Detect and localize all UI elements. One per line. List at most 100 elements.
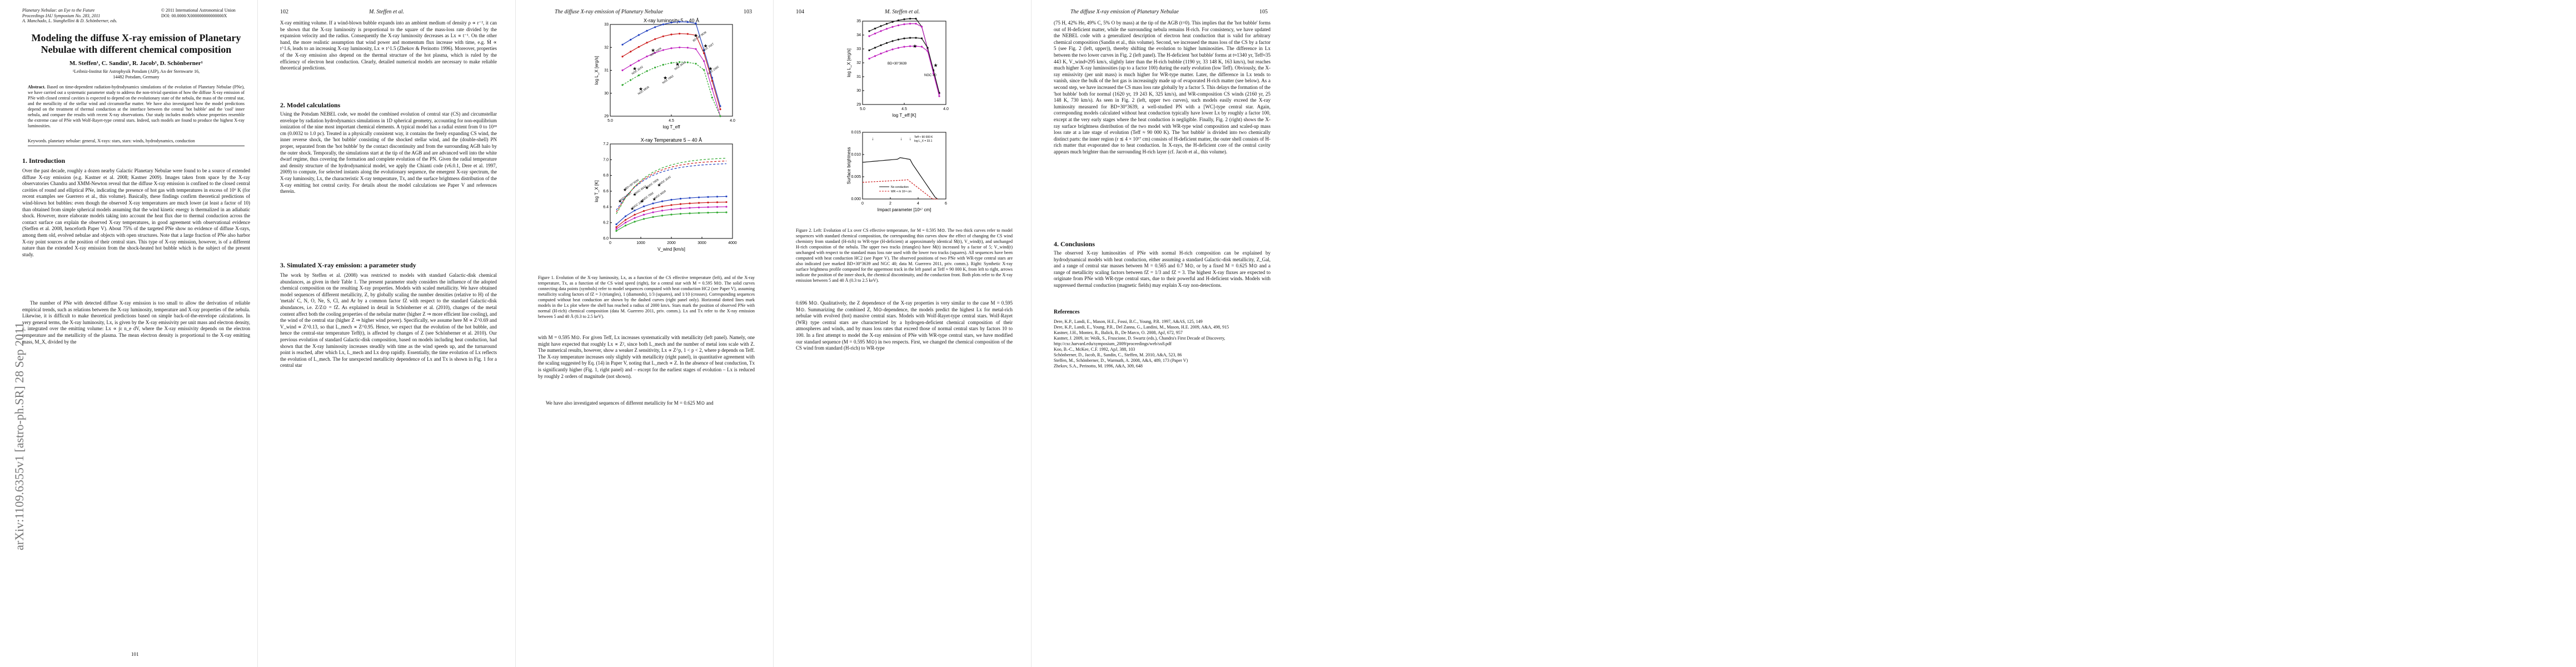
std-track-lower-marker	[891, 48, 894, 51]
plot-frame	[862, 21, 946, 105]
series-line-fz1-10-marker	[642, 218, 645, 220]
x-tick-label: 5.0	[607, 119, 613, 123]
series-line-fz1-10-marker	[716, 211, 719, 213]
series-line-fz1-marker	[697, 202, 700, 204]
page-number: 101	[131, 651, 139, 657]
arxiv-id: arXiv:1109.6355v1 [astro-ph.SR] 28 Sep 2…	[12, 322, 26, 550]
series-line-fz3-marker	[634, 210, 636, 212]
wr-track-lower-marker	[868, 49, 870, 52]
series-line-fz1-10-marker	[637, 74, 640, 77]
observed-pn-star: ★	[640, 198, 644, 203]
series-line-fz3-marker	[624, 215, 627, 217]
y-tick-label: 0.010	[851, 153, 861, 157]
abstract: Abstract. Based on time-dependent radiat…	[28, 84, 245, 129]
y-tick-label: 6.2	[603, 221, 609, 225]
chart-note: log L_X = 33.1	[914, 140, 933, 143]
series-line-fz1-10-marker	[703, 69, 705, 71]
series-line-fz3-marker	[725, 195, 728, 198]
std-track-upper-marker	[903, 23, 905, 26]
page-divider	[1031, 0, 1032, 667]
paper-title: Modeling the diffuse X-ray emission of P…	[31, 32, 241, 55]
wr-track-upper-marker	[915, 18, 917, 20]
series-line-fz1-3-marker	[707, 206, 709, 208]
series-line-fz1-marker	[615, 226, 617, 228]
series-line-fz3-marker	[621, 43, 624, 46]
references-heading: References	[1054, 309, 1080, 315]
series-line-fz1-10-marker	[695, 62, 697, 65]
series-line-fz1-3-marker	[661, 210, 664, 212]
x-tick-label: 0	[861, 202, 864, 206]
y-tick-label: 6.6	[603, 190, 609, 193]
y-tick-label: 31	[856, 75, 861, 79]
series-line-fz3-marker	[716, 196, 719, 198]
page-divider	[257, 0, 258, 667]
observed-pn-star: ★	[645, 186, 649, 191]
wr-track-lower-marker	[897, 38, 900, 41]
std-track-lower-marker	[880, 52, 882, 54]
body-paragraph: with M = 0.595 M⊙. For given Teff, Lx in…	[538, 335, 755, 379]
chart-note: Teff ≈ 90 000 K	[914, 136, 933, 139]
series-line-fz3-marker	[646, 29, 648, 32]
y-axis-label: log T_X [K]	[594, 180, 599, 202]
series-line-fz1-marker	[679, 203, 682, 205]
figure-2-right-chart: Impact parameter [10¹⁷ cm] Surface bright…	[846, 131, 947, 212]
series-line-fz1-3-marker	[679, 207, 682, 210]
y-tick-label: 6.4	[603, 205, 609, 209]
observed-pn-star: ★	[632, 192, 636, 197]
wr-track-upper-marker	[909, 18, 911, 20]
legend-label: WR + ṁ 10¹⁸ cm	[891, 190, 911, 193]
series-line-fz1-marker	[634, 213, 636, 216]
x-tick-label: 5.0	[860, 107, 865, 111]
series-line-fz1-3-marker	[725, 206, 728, 208]
chart-title: X-ray luminosity 5 – 40 Å	[644, 18, 699, 23]
x-axis-label: V_wind [km/s]	[657, 247, 685, 252]
section-heading: 1. Introduction	[22, 157, 66, 165]
x-tick-label: 2000	[667, 241, 676, 245]
y-axis-label: Surface brightness	[846, 147, 851, 185]
wr-track-upper-marker	[880, 25, 882, 27]
wr-track-upper-marker	[891, 21, 894, 23]
series-line-fz1-marker	[624, 218, 627, 221]
std-track-upper-marker	[897, 24, 900, 27]
std-track-lower-marker	[915, 45, 917, 47]
series-line-fz3-marker	[695, 22, 697, 24]
copyright-info: © 2011 International Astronomical Union …	[161, 8, 236, 18]
series-line-fz3-marker	[670, 21, 672, 24]
series-line-fz1-marker	[716, 201, 719, 203]
figure-1-top-chart: X-ray luminosity 5 – 40 Å log T_eff log L_…	[594, 18, 735, 130]
series-line-fz1-marker	[661, 205, 664, 207]
series-line-fz3-marker	[630, 38, 632, 41]
reference-item: Kastner, J. 2009, in: Wolk, S., Fruscion…	[1054, 336, 1225, 346]
x-tick-label: 4	[917, 202, 919, 206]
running-head: The diffuse X-ray emission of Planetary …	[555, 9, 663, 15]
running-head: M. Steffen et al.	[885, 9, 920, 15]
body-paragraph: We have also investigated sequences of d…	[546, 400, 714, 406]
running-head: The diffuse X-ray emission of Planetary …	[1070, 9, 1179, 15]
arrow-marker: ↓	[909, 136, 911, 141]
series-line-fz1-3-marker	[670, 47, 672, 49]
y-tick-label: 0.005	[851, 175, 861, 179]
x-axis-label: log T_eff [K]	[893, 113, 916, 118]
figure-1-caption: Figure 1. Evolution of the X-ray luminos…	[538, 275, 755, 319]
series-line-fz1-marker	[725, 201, 728, 203]
wr-track-lower-marker	[926, 47, 929, 49]
series-line-fz1-10-marker	[621, 84, 624, 86]
page-102: 102 M. Steffen et al. X-ray emitting vol…	[258, 0, 515, 667]
conf-line: A. Manchado, L. Stanghellini & D. Schönb…	[22, 18, 117, 23]
y-tick-label: 34	[856, 33, 861, 37]
series-line-fz1-10-marker	[719, 115, 721, 117]
chart-title: X-ray Temperature 5 – 40 Å	[641, 137, 702, 143]
y-axis-label: log L_X [erg/s]	[594, 56, 599, 85]
series-line-fz1-3-marker	[689, 207, 691, 209]
page-number: 103	[744, 9, 752, 15]
arxiv-stamp: arXiv:1109.6355v1 [astro-ph.SR] 28 Sep 2…	[2, 128, 26, 550]
series-line-fz1-marker	[703, 52, 705, 54]
x-tick-label: 1000	[636, 241, 645, 245]
series-line-fz1-10-marker	[624, 225, 627, 227]
series-line-fz1-10-marker	[670, 62, 672, 64]
observed-pn-star: ★	[651, 48, 655, 53]
series-line-fz3-marker	[679, 197, 682, 200]
series-line-fz3-marker	[686, 21, 689, 23]
page-104: 104 M. Steffen et al. log T_eff [K] log L…	[774, 0, 1031, 667]
reference-item: Schönberner, D., Jacob, R., Sandin, C., …	[1054, 352, 1182, 357]
